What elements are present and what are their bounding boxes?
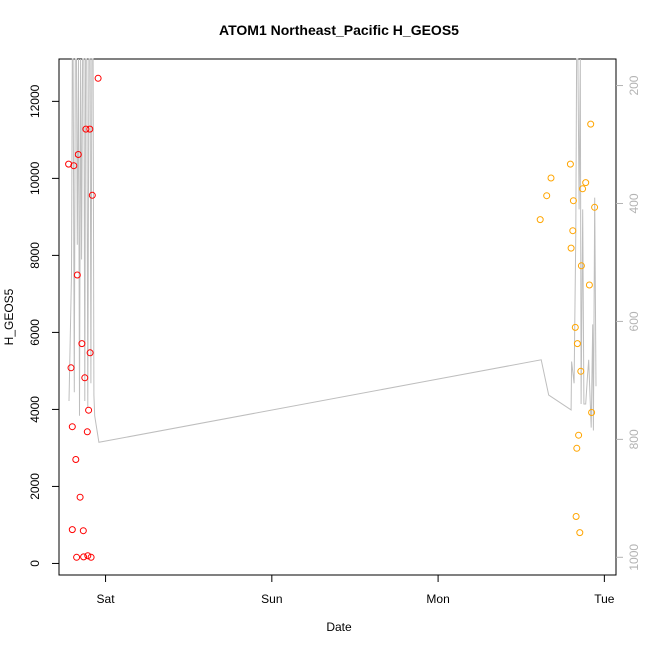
- data-point-series-1: [88, 191, 96, 199]
- plot-frame: [58, 58, 617, 576]
- y-tick-label: 12000: [28, 84, 42, 118]
- right-tick-label: 800: [627, 429, 641, 449]
- data-point-series-2: [587, 120, 595, 128]
- right-tick-label: 200: [627, 75, 641, 95]
- data-point-series-1: [81, 374, 89, 382]
- right-tick-label: 1000: [627, 544, 641, 571]
- data-point-series-2: [569, 227, 577, 235]
- data-point-series-1: [72, 456, 80, 463]
- data-point-series-2: [569, 197, 577, 205]
- data-point-series-2: [572, 513, 580, 520]
- data-point-series-2: [582, 179, 590, 187]
- pressure-line: [68, 58, 597, 443]
- data-point-series-2: [575, 431, 583, 439]
- data-point-series-1: [78, 340, 86, 348]
- y-tick-label: 2000: [28, 473, 42, 500]
- data-point-series-2: [573, 444, 581, 452]
- x-tick-label: Sat: [97, 592, 116, 606]
- data-point-series-2: [577, 262, 585, 270]
- y-tick-label: 10000: [28, 161, 42, 195]
- x-axis: Sat Sun Mon Tue: [97, 575, 615, 606]
- y-tick-label: 0: [28, 560, 42, 567]
- data-point-series-1: [87, 553, 95, 561]
- y-tick-label: 6000: [28, 319, 42, 346]
- data-point-series-1: [85, 406, 93, 414]
- x-tick-label: Tue: [594, 592, 615, 606]
- data-point-series-2: [547, 174, 555, 182]
- y-tick-label: 8000: [28, 242, 42, 269]
- data-point-series-1: [94, 74, 102, 82]
- data-point-series-2: [543, 192, 551, 200]
- data-point-series-1: [80, 553, 88, 561]
- data-point-series-1: [68, 423, 76, 431]
- y-tick-label: 4000: [28, 396, 42, 423]
- data-point-series-1: [76, 493, 84, 501]
- data-point-series-1: [83, 428, 91, 436]
- data-point-series-1: [79, 527, 87, 535]
- x-tick-label: Sun: [261, 592, 282, 606]
- right-tick-label: 400: [627, 193, 641, 213]
- data-point-series-1: [68, 526, 76, 534]
- data-point-series-2: [579, 185, 587, 193]
- data-point-series-2: [577, 367, 585, 375]
- data-point-series-1: [73, 553, 81, 561]
- data-point-series-2: [536, 216, 544, 224]
- y-axis-label: H_GEOS5: [2, 288, 16, 345]
- data-point-series-1: [82, 125, 90, 133]
- data-point-series-1: [74, 151, 82, 158]
- data-point-series-1: [73, 271, 81, 279]
- data-point-series-1: [70, 162, 78, 170]
- data-point-series-2: [576, 529, 584, 537]
- data-point-series-1: [67, 364, 75, 372]
- data-point-series-2: [571, 323, 579, 331]
- data-point-series-2: [588, 409, 596, 416]
- data-point-series-2: [566, 160, 574, 168]
- y-axis-left: 0 2000 4000 6000 8000 10000 12000: [28, 84, 59, 567]
- right-tick-label: 600: [627, 311, 641, 331]
- pressure-line-layer: [68, 58, 597, 443]
- data-point-series-1: [86, 125, 94, 133]
- x-tick-label: Mon: [426, 592, 449, 606]
- data-point-series-1: [86, 349, 94, 357]
- data-point-series-2: [585, 281, 593, 289]
- data-point-series-2: [591, 203, 599, 211]
- x-axis-label: Date: [326, 620, 352, 634]
- data-point-series-1: [84, 552, 92, 560]
- data-point-series-2: [573, 340, 581, 348]
- chart-title: ATOM1 Northeast_Pacific H_GEOS5: [219, 22, 459, 38]
- data-points-layer: [65, 74, 599, 561]
- data-point-series-2: [567, 244, 575, 252]
- y-axis-right: 200 400 600 800 1000: [616, 75, 641, 571]
